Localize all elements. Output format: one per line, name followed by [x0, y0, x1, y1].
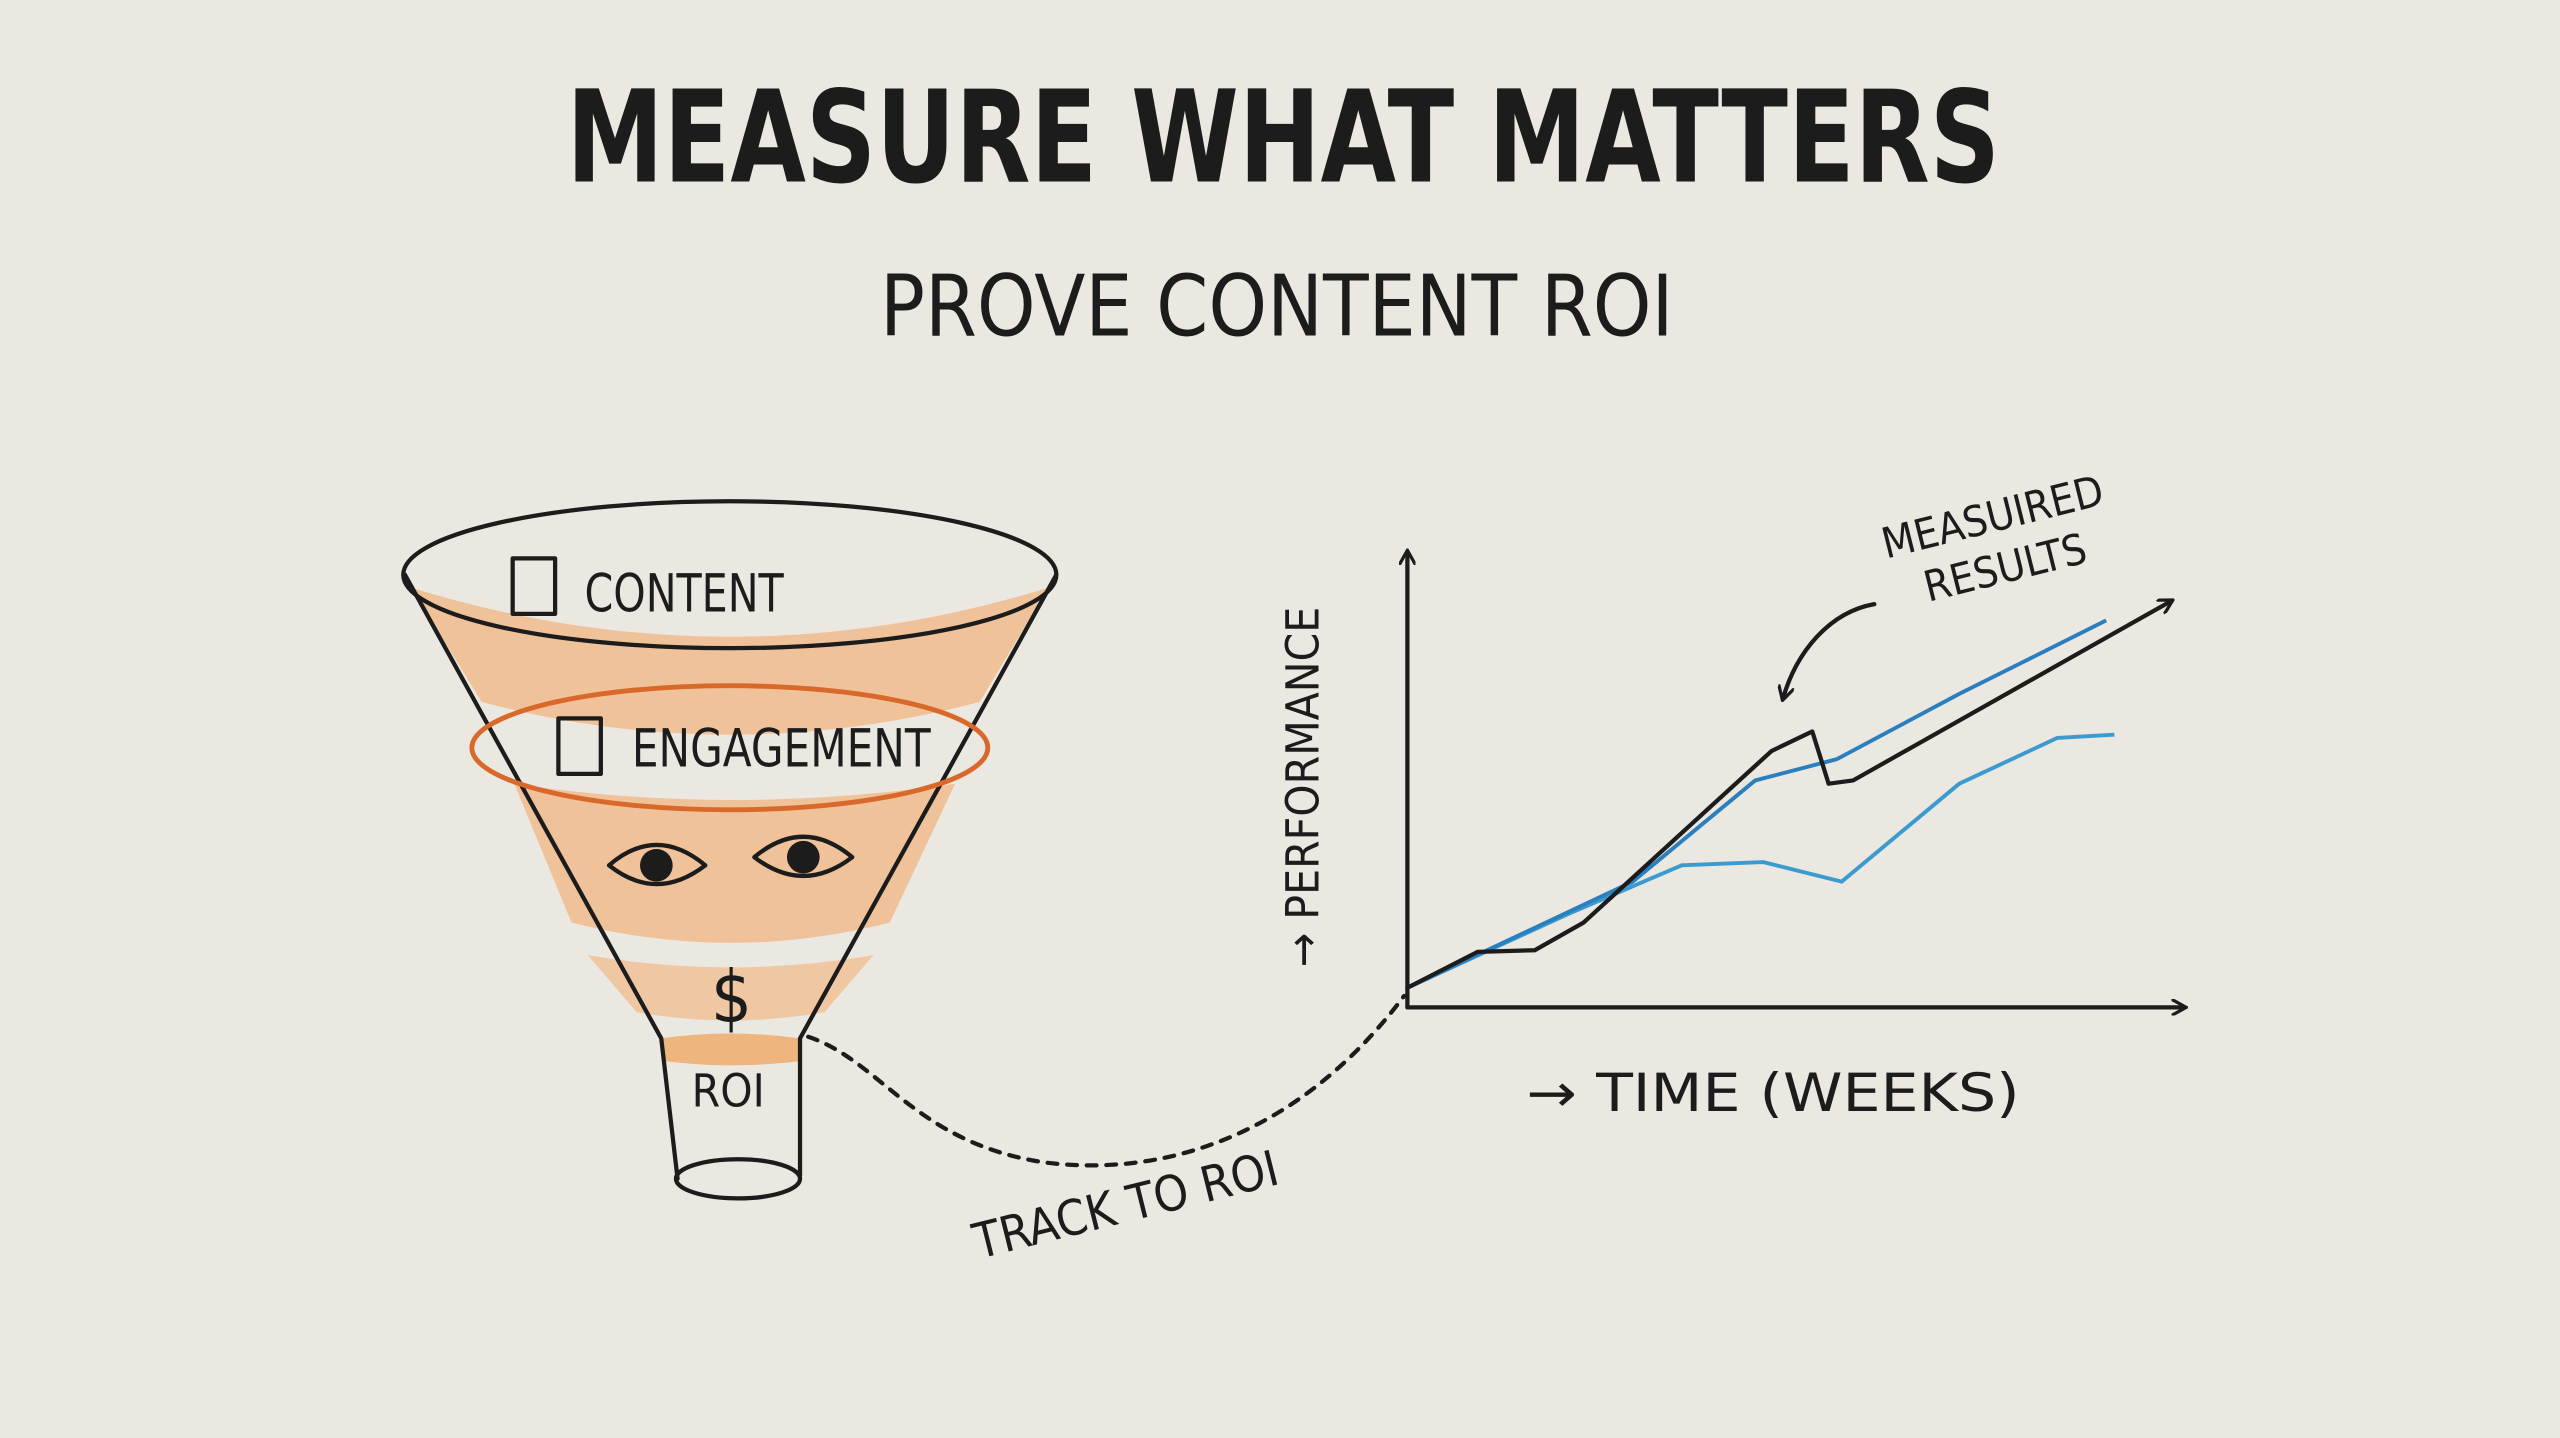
engagement-ring	[469, 683, 991, 813]
doc-icon	[510, 556, 558, 617]
sketch-line	[1406, 618, 2108, 990]
eyes	[606, 834, 855, 887]
funnel-band	[661, 1033, 801, 1066]
title: MEASURE WHAT MATTERS	[567, 65, 2001, 213]
stage-label: ROI	[692, 1064, 765, 1117]
funnel-band	[514, 783, 956, 943]
sketch-line	[1406, 732, 2115, 990]
stage-label: $	[711, 955, 752, 1039]
stage-label: ENGAGEMENT	[632, 720, 931, 780]
annotation-arrow	[1783, 601, 1877, 699]
y-axis-label: → PERFORMANCE	[1277, 607, 1330, 967]
pupil	[640, 849, 673, 882]
pupil	[786, 840, 820, 874]
stage-label: CONTENT	[585, 565, 784, 625]
performance-sketch: → PERFORMANCE → TIME (WEEKS) MEASUIRED R…	[1277, 467, 2185, 1124]
connector	[806, 993, 1407, 1168]
sketch-line	[1405, 601, 2171, 990]
doc-icon	[556, 716, 603, 777]
x-axis-label: → TIME (WEEKS)	[1527, 1064, 2020, 1124]
funnel-spout	[673, 1157, 803, 1201]
funnel: CONTENT ENGAGEMENT $ ROI	[401, 499, 1059, 1201]
funnel-outline	[402, 572, 1059, 1181]
funnel-band	[587, 955, 874, 1021]
annotation: MEASUIRED RESULTS	[1877, 467, 2109, 613]
drawing: MEASURE WHAT MATTERS PROVE CONTENT ROI C…	[401, 65, 2185, 1271]
subtitle: PROVE CONTENT ROI	[880, 257, 1673, 356]
